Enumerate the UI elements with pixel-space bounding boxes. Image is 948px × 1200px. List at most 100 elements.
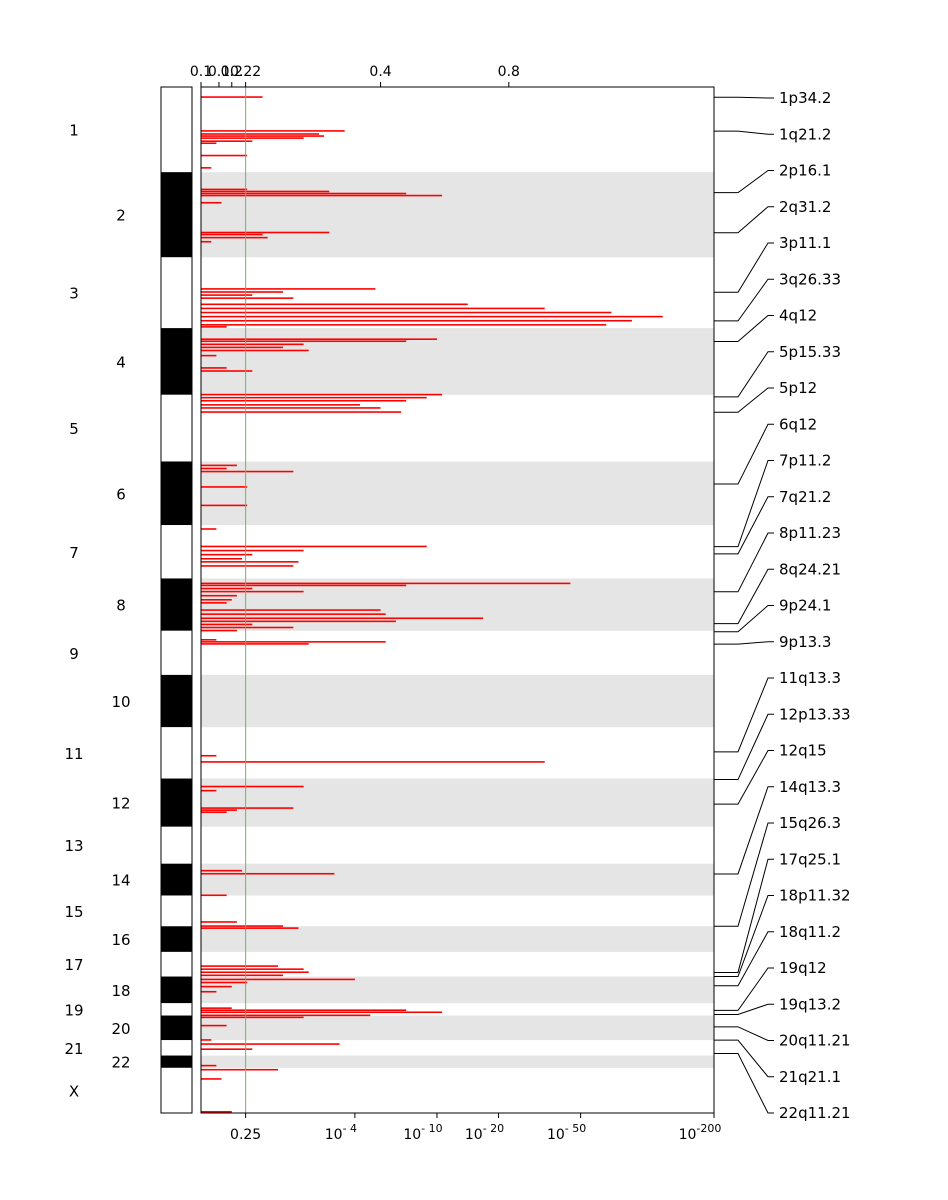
peak-leader-21 (714, 858, 774, 973)
top-tick-label-1: 0.1 (208, 64, 230, 80)
trace-segment-36 (201, 370, 253, 372)
trace-segment-50 (201, 549, 304, 552)
trace-segment-82 (201, 921, 237, 923)
peak-leader-15 (714, 641, 774, 645)
chromosome-label-2: 2 (116, 207, 126, 225)
trace-segment-67 (201, 626, 294, 629)
trace-segment-49 (201, 545, 427, 548)
peak-label-17q25.1: 17q25.1 (779, 850, 841, 868)
ideogram-chr-6 (161, 461, 192, 526)
chromosome-label-6: 6 (116, 485, 126, 503)
peak-leader-22 (714, 895, 774, 978)
peak-labels: 1p34.2 1q21.2 2p16.1 2q31.2 3p11.1 3q26.33 4q1… (714, 89, 851, 1122)
bottom-tick-label-4: 10- 50 (547, 1122, 586, 1143)
trace-segment-98 (201, 1024, 227, 1027)
trace-segment-89 (201, 978, 355, 981)
chromosome-label-13: 13 (64, 837, 83, 855)
chromosome-label-3: 3 (69, 285, 79, 303)
peak-leader-10 (714, 460, 774, 548)
trace-segment-46 (201, 486, 248, 488)
ideogram-chr-20 (161, 1015, 192, 1041)
trace-segment-91 (201, 985, 232, 988)
trace-segment-24 (201, 311, 612, 314)
band-shade-chr-4 (201, 328, 714, 395)
peak-leader-0 (714, 96, 774, 99)
trace-segment-52 (201, 557, 243, 560)
chromosome-label-4: 4 (116, 353, 126, 371)
top-tick-label-2: 0.2 (221, 64, 243, 80)
peak-label-14q13.3: 14q13.3 (779, 778, 841, 796)
chromosome-label-5: 5 (69, 420, 79, 438)
trace-segment-32 (201, 346, 284, 349)
trace-segment-14 (201, 231, 330, 234)
peak-label-3p11.1: 3p11.1 (779, 234, 831, 252)
trace-segment-11 (201, 192, 407, 195)
trace-segment-63 (201, 613, 386, 615)
trace-segment-59 (201, 594, 237, 597)
peak-leader-4 (714, 242, 774, 293)
ideogram-chr-8 (161, 578, 192, 631)
trace-segment-19 (201, 291, 284, 293)
bottom-tick-label-1: 10- 4 (325, 1122, 357, 1143)
trace-segment-23 (201, 307, 545, 310)
trace-segment-57 (201, 587, 253, 590)
peak-leader-6 (714, 315, 774, 342)
trace-segment-0 (201, 96, 263, 98)
ideogram-chr-19 (161, 1003, 192, 1016)
trace-segment-38 (201, 396, 427, 399)
ideogram-chr-16 (161, 926, 192, 952)
trace-segment-90 (201, 981, 248, 984)
trace-segment-72 (201, 754, 217, 757)
ideogram-chr-11 (161, 727, 192, 779)
chromosome-label-11: 11 (64, 745, 83, 763)
peak-label-21q21.1: 21q21.1 (779, 1068, 841, 1086)
peak-label-3q26.33: 3q26.33 (779, 270, 841, 288)
trace-segment-71 (201, 643, 309, 645)
trace-segment-55 (201, 582, 571, 585)
peak-label-11q13.3: 11q13.3 (779, 669, 841, 687)
peak-label-12q15: 12q15 (779, 742, 827, 760)
trace-segment-105 (201, 1110, 232, 1113)
chromosome-label-22: 22 (111, 1054, 130, 1072)
trace-segment-34 (201, 354, 217, 357)
bottom-tick-label-3: 10- 20 (465, 1122, 504, 1143)
ideogram-chr-9 (161, 630, 192, 675)
peak-leader-1 (714, 130, 774, 135)
peak-label-18q11.2: 18q11.2 (779, 923, 841, 941)
peak-leader-12 (714, 532, 774, 593)
trace-segment-40 (201, 404, 361, 406)
chromosome-label-9: 9 (69, 645, 79, 663)
trace-segment-44 (201, 467, 227, 470)
peak-label-22q11.21: 22q11.21 (779, 1104, 851, 1122)
ideogram-chr-10 (161, 674, 192, 728)
peak-leader-9 (714, 423, 774, 485)
peak-leader-25 (714, 1003, 774, 1016)
band-shade-chr-8 (201, 578, 714, 631)
band-shade-chr-22 (201, 1055, 714, 1068)
trace-segment-77 (201, 809, 237, 811)
peak-label-2q31.2: 2q31.2 (779, 198, 831, 216)
ideogram-chr-4 (161, 328, 192, 395)
trace-segment-1 (201, 130, 345, 132)
trace-segment-62 (201, 609, 381, 611)
trace-segment-28 (201, 326, 227, 328)
chromosome-label-21: 21 (64, 1040, 83, 1058)
peak-label-12p13.33: 12p13.33 (779, 705, 851, 723)
trace-segment-37 (201, 393, 443, 396)
trace-segment-99 (201, 1039, 212, 1041)
trace-segment-16 (201, 236, 268, 239)
chromosome-label-8: 8 (116, 597, 126, 615)
peak-label-5p15.33: 5p15.33 (779, 343, 841, 361)
trace-segment-64 (201, 617, 484, 620)
trace-segment-97 (201, 1016, 304, 1019)
peak-leader-7 (714, 351, 774, 398)
trace-segment-69 (201, 639, 217, 641)
peak-leader-8 (714, 387, 774, 413)
top-tick-label-4: 0.4 (369, 64, 391, 80)
peak-label-8q24.21: 8q24.21 (779, 560, 841, 578)
trace-segment-80 (201, 872, 335, 875)
peak-leader-3 (714, 206, 774, 234)
plot-frame (200, 86, 715, 1114)
